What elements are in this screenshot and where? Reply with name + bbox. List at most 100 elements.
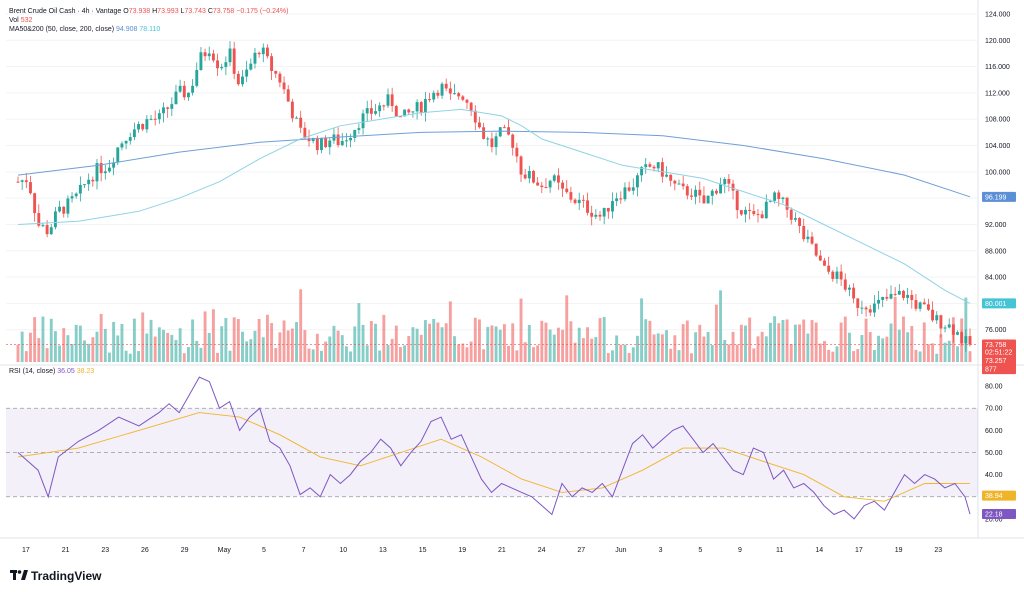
volume-bar [523, 342, 527, 362]
volume-bar [785, 319, 789, 362]
candle-body [74, 193, 78, 197]
candle-body [935, 315, 939, 321]
volume-bar [448, 301, 452, 362]
volume-bar [232, 317, 236, 362]
volume-bar [635, 335, 639, 362]
symbol-title: Brent Crude Oil Cash · 4h · Vantage [9, 8, 122, 15]
candle-body [814, 243, 818, 256]
volume-bar [195, 340, 199, 362]
volume-bar [357, 303, 361, 362]
ma-label: MA50&200 (50, close, 200, close) [9, 26, 115, 33]
candle-body [407, 109, 411, 113]
price-tick-label: 108.000 [985, 117, 1010, 124]
candle-body [153, 118, 157, 120]
volume-bar [956, 346, 959, 362]
volume-bar [37, 338, 41, 362]
candle-body [565, 188, 569, 193]
candle-body [586, 200, 589, 213]
candle-body [270, 56, 274, 72]
time-tick-label: 17 [855, 547, 863, 554]
volume-bar [922, 322, 926, 362]
price-badge-bg [982, 355, 1016, 366]
candle-body [220, 66, 224, 69]
volume-bar [623, 344, 627, 362]
volume-bar [926, 344, 930, 362]
volume-bar [502, 324, 506, 362]
time-tick-label: May [218, 547, 232, 554]
candle-body [652, 166, 656, 169]
volume-bar [428, 323, 432, 362]
high-value: 73.993 [157, 8, 179, 15]
price-tick-label: 104.000 [985, 143, 1010, 150]
candle-body [191, 85, 195, 93]
candle-body [211, 53, 215, 61]
candle-body [606, 207, 610, 212]
candle-body [432, 92, 436, 100]
candle-body [640, 167, 644, 176]
volume-bar [278, 332, 282, 362]
volume-bar [324, 341, 328, 362]
candle-body [590, 212, 594, 217]
volume-bar [494, 326, 498, 362]
ma-legend: MA50&200 (50, close, 200, close) 94.908 … [9, 25, 160, 34]
open-value: 73.938 [128, 8, 151, 15]
volume-bar [361, 324, 365, 362]
volume-bar [16, 344, 20, 362]
candle-body [823, 260, 826, 266]
volume-bar [569, 321, 573, 362]
volume-bar [669, 348, 673, 362]
candle-body [195, 69, 199, 86]
time-tick-label: 10 [339, 547, 347, 554]
candle-body [897, 290, 901, 295]
volume-bar [748, 317, 752, 362]
candle-body [166, 107, 170, 109]
time-tick-label: 14 [815, 547, 823, 554]
candle-body [419, 102, 423, 113]
price-tick-label: 88.000 [985, 248, 1007, 255]
volume-label: Vol [9, 17, 19, 24]
volume-bar [407, 335, 411, 362]
candle-body [286, 89, 290, 102]
tradingview-logo[interactable]: TradingView [10, 569, 101, 583]
candle-body [274, 71, 278, 74]
rsi-badge-bg [982, 509, 1016, 520]
volume-bar [53, 331, 57, 362]
volume-bar [423, 320, 427, 362]
candle-body [399, 116, 402, 118]
candle-body [132, 129, 136, 138]
volume-bar [245, 341, 249, 362]
candle-body [53, 211, 57, 228]
candle-body [199, 52, 203, 70]
price-badge-bg [982, 191, 1016, 202]
volume-bar [49, 318, 53, 362]
candle-body [723, 179, 727, 185]
rsi-badge-bg [982, 490, 1016, 501]
candle-body [802, 226, 806, 240]
candle-body [253, 52, 257, 64]
time-tick-label: 21 [498, 547, 506, 554]
candle-body [527, 171, 531, 179]
volume-bar [698, 324, 702, 362]
volume-bar [103, 328, 107, 362]
volume-bar [286, 330, 290, 362]
candle-body [852, 287, 856, 299]
volume-bar [931, 343, 935, 362]
volume-bar [594, 337, 598, 362]
candle-body [877, 299, 880, 304]
volume-bar [519, 298, 523, 362]
candle-body [320, 138, 323, 151]
candle-body [62, 206, 66, 214]
candle-body [760, 214, 764, 219]
volume-bar [336, 330, 340, 362]
candle-body [831, 271, 835, 279]
volume-bar [132, 318, 136, 362]
volume-bar [619, 344, 623, 362]
candle-body [847, 287, 851, 290]
candle-body [906, 294, 910, 298]
volume-bar [581, 338, 585, 362]
volume-bar [656, 333, 660, 362]
candle-body [793, 218, 797, 220]
candle-body [893, 293, 897, 295]
time-tick-label: 15 [419, 547, 427, 554]
